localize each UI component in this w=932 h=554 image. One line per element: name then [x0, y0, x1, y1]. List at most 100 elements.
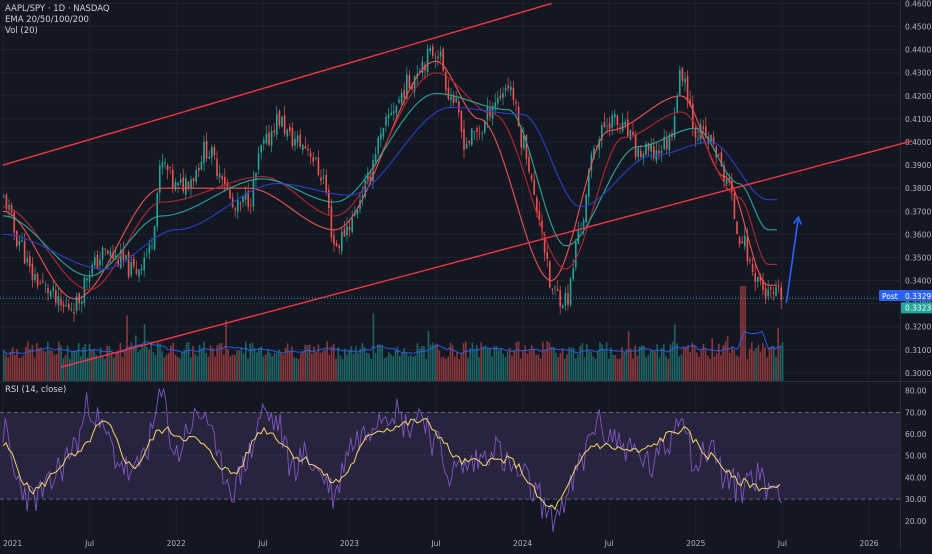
- candle-body: [338, 245, 340, 249]
- volume-bar: [546, 341, 548, 381]
- volume-bar: [148, 349, 150, 381]
- volume-bar: [273, 353, 276, 381]
- projection-arrow-head: [792, 215, 802, 225]
- volume-bar: [676, 343, 678, 381]
- volume-bar: [102, 357, 104, 381]
- candle: [3, 193, 5, 198]
- candle-body: [70, 309, 73, 310]
- volume-bar: [674, 324, 676, 381]
- candle-body: [502, 93, 504, 98]
- volume-bar: [256, 352, 258, 381]
- candle-body: [195, 170, 197, 182]
- candle-body: [471, 128, 473, 146]
- candle-body: [146, 254, 148, 255]
- candle-body: [491, 105, 494, 119]
- candle: [676, 93, 678, 114]
- volume-bar: [667, 358, 669, 381]
- volume-bar: [654, 351, 656, 381]
- volume-bar: [214, 356, 216, 381]
- candle: [749, 256, 751, 265]
- candle-body: [621, 122, 624, 132]
- volume-bar: [729, 353, 731, 381]
- volume-bar: [500, 348, 502, 381]
- volume-bar: [267, 349, 269, 381]
- candle-body: [458, 101, 460, 113]
- volume-bar: [150, 341, 152, 381]
- volume-bar: [227, 349, 229, 381]
- candle: [424, 61, 426, 80]
- volume-bar: [476, 345, 478, 381]
- candle: [73, 302, 75, 322]
- volume-bar: [544, 350, 546, 381]
- volume-bar: [207, 356, 210, 381]
- candle: [512, 80, 515, 106]
- candle: [146, 248, 148, 259]
- volume-bar: [592, 356, 595, 381]
- candle-body: [629, 129, 632, 140]
- volume-bar: [223, 354, 225, 381]
- volume-bar: [313, 346, 315, 381]
- candle-body: [299, 134, 301, 147]
- volume-bar: [229, 356, 232, 381]
- candle-body: [770, 287, 772, 290]
- candle: [250, 197, 252, 215]
- volume-bar: [623, 352, 625, 381]
- rsi-legend[interactable]: RSI (14, close): [5, 385, 67, 395]
- candle-body: [744, 235, 746, 247]
- volume-bar: [528, 350, 531, 381]
- candle: [468, 139, 470, 147]
- candle: [554, 285, 556, 296]
- volume-bar: [436, 343, 438, 381]
- volume-bar: [748, 348, 751, 381]
- volume-bar: [297, 358, 300, 381]
- volume-bar: [432, 342, 434, 381]
- volume-bar: [374, 352, 377, 381]
- candle-body: [460, 110, 463, 132]
- candle: [83, 275, 86, 308]
- volume-bar: [757, 344, 760, 381]
- volume-bar: [198, 344, 201, 381]
- rsi-y-tick-label: 80.00: [905, 387, 927, 396]
- candle-body: [712, 137, 715, 145]
- volume-bar: [509, 347, 511, 381]
- candle: [473, 130, 476, 141]
- candle: [502, 87, 504, 105]
- ema50-line: [2, 72, 777, 291]
- volume-bar: [498, 349, 500, 381]
- volume-bar: [174, 354, 177, 381]
- candle: [718, 153, 720, 157]
- candle: [18, 235, 21, 252]
- candle-body: [216, 158, 218, 176]
- volume-bar: [104, 358, 106, 381]
- candle: [629, 129, 632, 142]
- volume-bar: [619, 358, 621, 381]
- candle-body: [468, 140, 470, 144]
- volume-bar: [572, 347, 575, 381]
- candle: [276, 105, 278, 140]
- candle: [471, 127, 473, 147]
- candle-body: [517, 106, 520, 127]
- candle: [429, 45, 431, 55]
- volume-bar: [440, 357, 443, 381]
- candle-body: [164, 161, 166, 164]
- volume-bar: [579, 345, 581, 381]
- volume-bar: [352, 353, 355, 381]
- post-price-tag-bg: [879, 289, 932, 301]
- volume-bar: [702, 344, 705, 381]
- candle: [112, 244, 114, 261]
- candle-body: [88, 276, 91, 282]
- candle-body: [369, 174, 372, 181]
- candle: [62, 300, 65, 314]
- candle-body: [382, 127, 385, 137]
- candle-body: [278, 111, 281, 126]
- volume-bar: [456, 351, 458, 381]
- volume-bar: [663, 344, 665, 381]
- volume-bar: [366, 352, 368, 381]
- candle-body: [18, 240, 21, 246]
- candle: [190, 175, 192, 198]
- candle-body: [315, 157, 317, 159]
- rsi-y-tick-label: 40.00: [905, 473, 927, 482]
- volume-bar: [603, 349, 606, 381]
- candle-body: [96, 254, 99, 269]
